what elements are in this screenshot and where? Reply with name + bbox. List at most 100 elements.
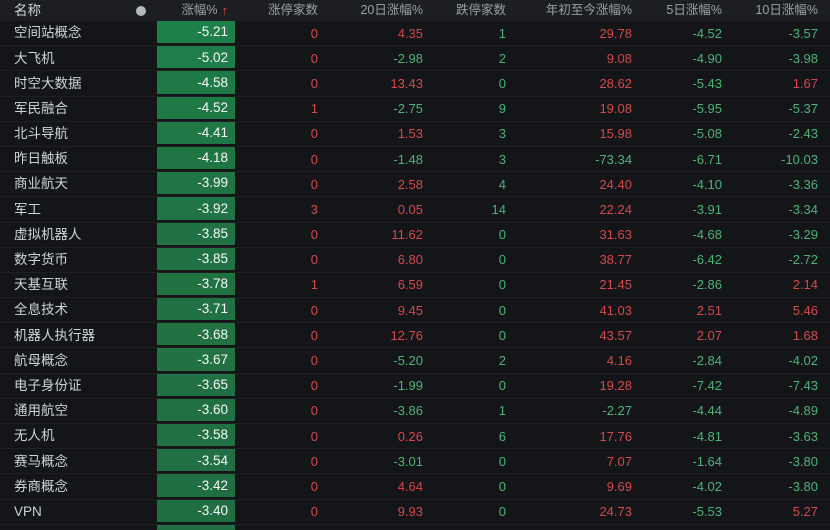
ytd-change-value: 41.03	[599, 302, 632, 318]
10d-change-value: -2.43	[788, 126, 818, 142]
limit-down-count: 14	[491, 201, 506, 217]
header-change-pct[interactable]: 涨幅% ↑	[157, 4, 235, 17]
change-pct-cell: -4.52	[157, 96, 235, 121]
change-pct-cell: -3.65	[157, 373, 235, 398]
change-pct-value: -3.42	[197, 477, 228, 493]
limit-up-count: 0	[310, 453, 318, 469]
20d-change-value: -1.99	[393, 378, 423, 394]
10d-change-value: 1.68	[792, 327, 818, 343]
table-row[interactable]: 北斗导航 -4.41 0 1.53 3 15.98 -5.08 -2.43	[0, 121, 830, 147]
table-row[interactable]: 商业航天 -3.99 0 2.58 4 24.40 -4.10 -3.36	[0, 172, 830, 198]
change-pct-cell: -3.92	[157, 197, 235, 221]
5d-change-value: -5.08	[692, 126, 722, 142]
table-row[interactable]: 军工 -3.92 3 0.05 14 22.24 -3.91 -3.34	[0, 197, 830, 223]
limit-up-count: 0	[310, 403, 318, 419]
table-row[interactable]: 机器人执行器 -3.68 0 12.76 0 43.57 2.07 1.68	[0, 323, 830, 349]
ytd-change-value: 22.24	[599, 201, 632, 217]
limit-up-count: 1	[310, 277, 318, 293]
10d-change-value: -2.72	[788, 252, 818, 268]
table-row[interactable]: 航母概念 -3.67 0 -5.20 2 4.16 -2.84 -4.02	[0, 348, 830, 374]
table-row[interactable]: 空间站概念 -5.21 0 4.35 1 29.78 -4.52 -3.57	[0, 21, 830, 47]
table-row[interactable]: 券商概念 -3.42 0 4.64 0 9.69 -4.02 -3.80	[0, 474, 830, 500]
header-ytd-change[interactable]: 年初至今涨幅%	[545, 3, 632, 18]
5d-change-value: -6.71	[692, 151, 722, 167]
header-limit-down-count[interactable]: 跌停家数	[455, 3, 506, 18]
ytd-change-value: 29.78	[599, 25, 632, 41]
change-pct-cell: -3.85	[157, 247, 235, 272]
10d-change-value: -3.98	[788, 50, 818, 66]
limit-down-count: 1	[498, 25, 506, 41]
table-row[interactable]: 赛马概念 -3.54 0 -3.01 0 7.07 -1.64 -3.80	[0, 449, 830, 475]
green-heat-cell: -4.58	[157, 71, 235, 94]
sector-name: 航母概念	[14, 352, 68, 368]
table-row[interactable]: 昨日触板 -4.18 0 -1.48 3 -73.34 -6.71 -10.03	[0, 146, 830, 173]
sector-name: 赛马概念	[14, 453, 68, 469]
limit-up-count: 0	[310, 478, 318, 494]
table-row[interactable]: 数字货币 -3.85 0 6.80 0 38.77 -6.42 -2.72	[0, 247, 830, 273]
20d-change-value: 2.58	[397, 176, 423, 192]
header-change-pct-label: 涨幅%	[181, 3, 218, 18]
green-heat-cell: -3.99	[157, 172, 235, 195]
table-row[interactable]: 全息技术 -3.71 0 9.45 0 41.03 2.51 5.46	[0, 298, 830, 324]
ytd-change-value: 21.45	[599, 277, 632, 293]
sector-name: 空间站概念	[14, 25, 82, 41]
sector-name: 电子身份证	[14, 377, 82, 393]
limit-down-count: 0	[498, 478, 506, 494]
sort-asc-arrow-icon: ↑	[221, 3, 229, 18]
change-pct-value: -3.71	[197, 301, 228, 317]
limit-up-count: 0	[310, 176, 318, 192]
10d-change-value: -4.89	[788, 403, 818, 419]
green-heat-cell: -3.68	[157, 323, 235, 346]
change-pct-value: -3.67	[197, 351, 228, 367]
table-row[interactable]: 军民融合 -4.52 1 -2.75 9 19.08 -5.95 -5.37	[0, 96, 830, 122]
partial-green-cell	[157, 525, 235, 530]
partial-next-row	[0, 525, 830, 530]
10d-change-value: -3.34	[788, 201, 818, 217]
limit-down-count: 0	[498, 227, 506, 243]
header-5d-change[interactable]: 5日涨幅%	[666, 3, 722, 18]
table-row[interactable]: 电子身份证 -3.65 0 -1.99 0 19.28 -7.42 -7.43	[0, 373, 830, 399]
header-dot-cell[interactable]	[125, 5, 157, 16]
table-row[interactable]: 虚拟机器人 -3.85 0 11.62 0 31.63 -4.68 -3.29	[0, 222, 830, 248]
change-pct-cell: -3.78	[157, 272, 235, 297]
limit-down-count: 0	[498, 504, 506, 520]
ytd-change-value: 24.40	[599, 176, 632, 192]
10d-change-value: -3.63	[788, 428, 818, 444]
sector-name: 通用航空	[14, 403, 68, 419]
table-row[interactable]: VPN -3.40 0 9.93 0 24.73 -5.53 5.27	[0, 499, 830, 525]
change-pct-value: -5.21	[197, 24, 228, 40]
change-pct-value: -3.65	[197, 376, 228, 392]
table-row[interactable]: 天基互联 -3.78 1 6.59 0 21.45 -2.86 2.14	[0, 272, 830, 299]
limit-up-count: 0	[310, 151, 318, 167]
10d-change-value: -3.36	[788, 176, 818, 192]
header-name[interactable]: 名称	[14, 2, 41, 18]
green-heat-cell: -4.41	[157, 121, 235, 144]
5d-change-value: -2.86	[692, 277, 722, 293]
change-pct-value: -3.85	[197, 251, 228, 267]
sector-name: 全息技术	[14, 302, 68, 318]
green-heat-cell: -3.54	[157, 449, 235, 472]
ytd-change-value: 9.69	[606, 478, 632, 494]
20d-change-value: -3.01	[393, 453, 423, 469]
change-pct-cell: -5.02	[157, 46, 235, 70]
5d-change-value: -1.64	[692, 453, 722, 469]
header-limit-up-count[interactable]: 涨停家数	[267, 3, 318, 18]
20d-change-value: 4.64	[397, 478, 423, 494]
limit-down-count: 3	[498, 126, 506, 142]
limit-up-count: 1	[310, 101, 318, 117]
table-row[interactable]: 大飞机 -5.02 0 -2.98 2 9.08 -4.90 -3.98	[0, 46, 830, 72]
change-pct-cell: -3.42	[157, 474, 235, 498]
table-header: 名称 涨幅% ↑ 涨停家数 20日涨幅% 跌停家数 年初至今涨幅% 5日涨幅% …	[0, 0, 830, 21]
green-heat-cell: -5.21	[157, 21, 235, 44]
table-row[interactable]: 无人机 -3.58 0 0.26 6 17.76 -4.81 -3.63	[0, 424, 830, 450]
header-20d-change[interactable]: 20日涨幅%	[360, 3, 423, 18]
change-pct-cell: -3.40	[157, 499, 235, 524]
header-10d-change[interactable]: 10日涨幅%	[755, 3, 818, 18]
10d-change-value: -3.29	[788, 227, 818, 243]
change-pct-value: -3.58	[197, 427, 228, 443]
table-row[interactable]: 时空大数据 -4.58 0 13.43 0 28.62 -5.43 1.67	[0, 71, 830, 97]
table-row[interactable]: 通用航空 -3.60 0 -3.86 1 -2.27 -4.44 -4.89	[0, 398, 830, 424]
20d-change-value: -5.20	[393, 353, 423, 369]
green-heat-cell: -3.85	[157, 222, 235, 245]
